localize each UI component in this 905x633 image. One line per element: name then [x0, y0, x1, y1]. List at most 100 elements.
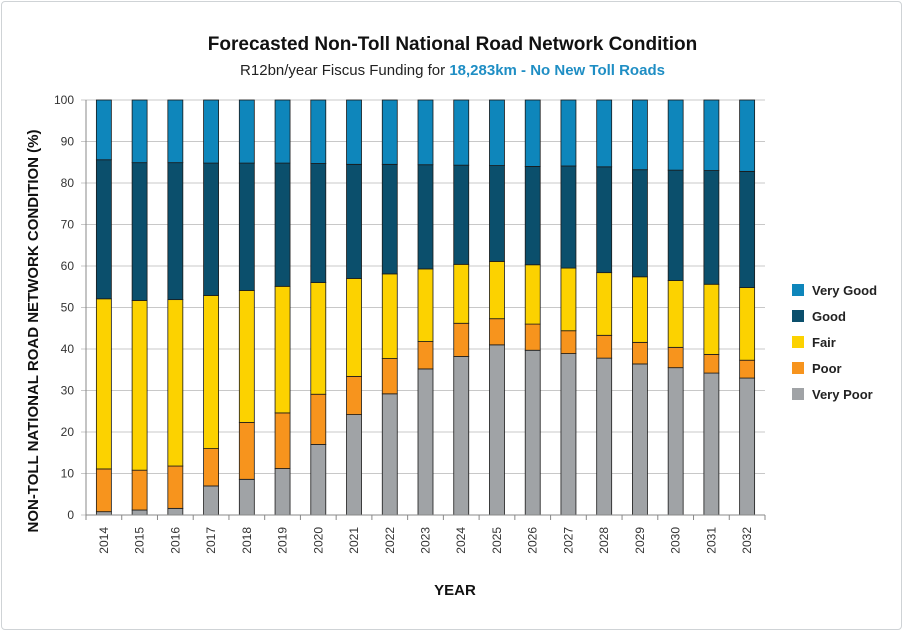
bar-segment-very-poor-2027 — [560, 353, 577, 516]
bar-segment-very-good-2032 — [739, 99, 756, 172]
bar-segment-good-2019 — [274, 162, 291, 287]
bar-segment-poor-2032 — [739, 359, 756, 379]
bar-segment-very-good-2022 — [381, 99, 398, 165]
x-tick-label: 2018 — [240, 527, 254, 554]
subtitle-highlight: 18,283km - No New Toll Roads — [449, 62, 665, 79]
bar-segment-poor-2018 — [238, 422, 255, 480]
x-tick-label: 2031 — [704, 527, 718, 554]
bar-segment-very-poor-2017 — [203, 485, 219, 516]
y-tick-label: 10 — [61, 467, 75, 481]
bar-segment-good-2026 — [524, 165, 541, 266]
x-tick-label: 2014 — [97, 527, 111, 554]
y-tick-label: 70 — [61, 218, 75, 232]
y-tick-label: 60 — [61, 259, 75, 273]
bar-segment-fair-2017 — [203, 295, 219, 449]
bar-segment-poor-2027 — [560, 330, 577, 354]
x-tick-label: 2027 — [561, 527, 575, 554]
y-tick-label: 20 — [61, 425, 75, 439]
y-tick-labels: 0 10 20 30 40 50 60 70 80 90 100 — [54, 93, 74, 522]
bar-segment-very-poor-2024 — [453, 356, 470, 516]
legend-label-very-good: Very Good — [812, 283, 877, 298]
chart-subtitle: R12bn/year Fiscus Funding for 18,283km -… — [0, 62, 905, 79]
bar-segment-good-2022 — [381, 163, 398, 275]
bar-segment-very-poor-2030 — [667, 367, 684, 516]
legend-swatch-good — [792, 310, 804, 322]
bar-segment-fair-2016 — [167, 299, 184, 467]
bar-segment-fair-2032 — [739, 287, 756, 361]
subtitle-prefix: R12bn/year Fiscus Funding for — [240, 62, 450, 79]
bar-segment-good-2031 — [703, 170, 720, 285]
chart-title: Forecasted Non-Toll National Road Networ… — [207, 34, 698, 55]
bar-segment-fair-2020 — [310, 282, 327, 395]
bar-segment-fair-2018 — [238, 290, 255, 423]
bar-segment-very-good-2031 — [703, 99, 720, 171]
legend-label-poor: Poor — [812, 361, 842, 376]
bar-segment-poor-2024 — [453, 322, 470, 357]
bar-segment-very-poor-2020 — [310, 444, 327, 516]
x-tick-label: 2015 — [133, 527, 147, 554]
bar-segment-very-poor-2015 — [131, 509, 148, 516]
x-tick-label: 2029 — [633, 527, 647, 554]
bar-segment-good-2017 — [203, 162, 219, 296]
y-axis-title: NON-TOLL NATIONAL ROAD NETWORK CONDITION… — [25, 129, 42, 532]
y-tick-label: 0 — [67, 508, 74, 522]
x-tick-label: 2030 — [669, 527, 683, 554]
bar-segment-good-2028 — [596, 166, 613, 274]
bar-segment-very-poor-2028 — [596, 357, 613, 516]
bar-segment-very-good-2029 — [632, 99, 648, 171]
bar-segment-poor-2023 — [417, 341, 434, 370]
bar-segment-very-good-2025 — [489, 99, 505, 166]
bar-segment-poor-2020 — [310, 393, 327, 445]
bar-segment-very-poor-2031 — [703, 372, 720, 516]
bar-segment-poor-2015 — [131, 469, 148, 511]
bar-segment-fair-2014 — [95, 298, 112, 470]
legend-label-very-poor: Very Poor — [812, 387, 873, 402]
legend-label-good: Good — [812, 309, 846, 324]
bar-segment-good-2024 — [453, 164, 470, 265]
legend-swatch-fair — [792, 336, 804, 348]
bar-segment-poor-2021 — [346, 375, 362, 415]
bar-segment-good-2027 — [560, 165, 577, 269]
axes-group — [85, 100, 766, 520]
bar-segment-very-poor-2032 — [739, 377, 756, 516]
bar-segment-very-good-2028 — [596, 99, 613, 168]
bar-segment-fair-2023 — [417, 268, 434, 342]
bar-segment-fair-2031 — [703, 283, 720, 355]
x-tick-label: 2019 — [276, 527, 290, 554]
bar-segment-fair-2025 — [489, 261, 505, 320]
y-tick-label: 50 — [61, 301, 75, 315]
bar-segment-very-poor-2016 — [167, 507, 184, 516]
bar-segment-very-poor-2018 — [238, 478, 255, 516]
bar-segment-very-good-2018 — [238, 99, 255, 164]
bar-segment-good-2030 — [667, 169, 684, 281]
bar-segment-fair-2015 — [131, 300, 148, 471]
bar-segment-very-poor-2023 — [417, 368, 434, 516]
x-tick-label: 2028 — [597, 527, 611, 554]
x-tick-label: 2032 — [740, 527, 754, 554]
bar-segment-good-2025 — [489, 165, 505, 262]
bar-segment-fair-2019 — [274, 285, 291, 414]
bar-segment-good-2020 — [310, 163, 327, 283]
bar-segment-poor-2029 — [632, 341, 648, 365]
x-tick-label: 2022 — [383, 527, 397, 554]
bar-segment-very-good-2019 — [274, 99, 291, 164]
bar-segment-poor-2028 — [596, 334, 613, 359]
bar-segment-very-good-2027 — [560, 99, 577, 167]
bar-segment-fair-2026 — [524, 264, 541, 325]
x-tick-labels: 2014 2015 2016 2017 2018 2019 2020 2021 2022 2023… — [97, 527, 754, 554]
bar-segment-poor-2026 — [524, 323, 541, 351]
y-tick-label: 100 — [54, 93, 74, 107]
x-axis-title: YEAR — [434, 582, 476, 599]
y-tick-label: 30 — [61, 384, 75, 398]
bar-segment-very-good-2021 — [346, 99, 362, 165]
x-tick-label: 2020 — [311, 527, 325, 554]
bar-segment-good-2014 — [95, 159, 112, 300]
bar-segment-very-good-2014 — [95, 99, 112, 161]
bar-segment-very-good-2026 — [524, 99, 541, 167]
bar-segment-poor-2017 — [203, 448, 219, 487]
x-tick-label: 2016 — [168, 527, 182, 554]
bar-segment-poor-2014 — [95, 468, 112, 513]
bar-segment-good-2015 — [131, 162, 148, 301]
bar-segment-good-2023 — [417, 164, 434, 270]
